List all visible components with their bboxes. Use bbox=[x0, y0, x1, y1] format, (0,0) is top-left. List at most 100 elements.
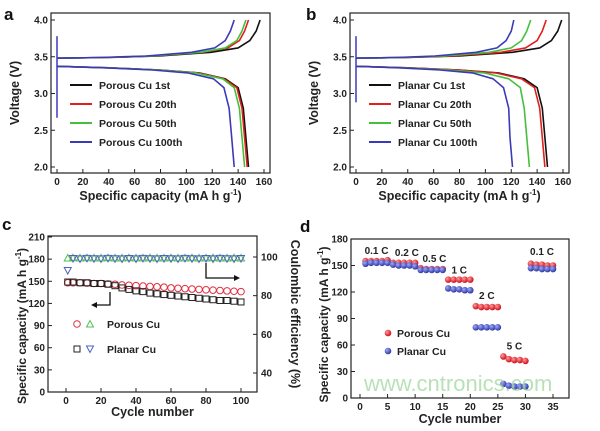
y-tick-label: 90 bbox=[34, 321, 46, 332]
data-point bbox=[533, 264, 540, 272]
triangle-down-marker bbox=[159, 255, 169, 264]
circle-marker bbox=[202, 285, 210, 294]
y-tick-label: 3.5 bbox=[34, 52, 48, 63]
square-marker bbox=[202, 295, 210, 303]
y2-axis-title: Coulombic efficiency (%) bbox=[288, 240, 302, 389]
legend-label: Porous Cu 100th bbox=[99, 137, 182, 149]
square-marker bbox=[125, 285, 133, 293]
x-tick-label: 160 bbox=[256, 177, 273, 188]
panel-b: 0 20 40 60 80 100 120 140 160 2.0 2.5 3.0 3.5 4.0 Spec… bbox=[307, 12, 572, 203]
circle-marker bbox=[160, 283, 168, 291]
data-point bbox=[417, 266, 424, 274]
square-marker bbox=[216, 296, 224, 304]
triangle-down-marker bbox=[222, 255, 232, 264]
data-point bbox=[522, 357, 529, 365]
y-tick-label: 150 bbox=[28, 277, 45, 288]
circle-marker bbox=[90, 279, 98, 288]
data-point bbox=[472, 324, 480, 331]
discharge-curve bbox=[355, 65, 514, 168]
data-point bbox=[367, 259, 375, 267]
x-tick-label: 100 bbox=[178, 177, 195, 188]
square-marker bbox=[181, 293, 189, 301]
data-point bbox=[522, 383, 529, 390]
triangle-up-marker bbox=[117, 253, 127, 262]
discharge-curve bbox=[56, 65, 235, 168]
legend-triangle-up-marker bbox=[85, 319, 95, 328]
x-axis-title-end: ) bbox=[536, 189, 540, 203]
panel-letter-d: d bbox=[300, 217, 310, 236]
circle-marker bbox=[111, 280, 119, 289]
data-point bbox=[478, 303, 485, 311]
x-tick-label: 160 bbox=[555, 177, 572, 188]
triangle-down-marker bbox=[131, 255, 141, 264]
panel-c: 0 20 40 60 80 100 0 30 60 90 120 150 180 210 40 60 80 100… bbox=[14, 233, 302, 420]
x-tick-label: 80 bbox=[155, 177, 167, 188]
legend-label: Planar Cu 50th bbox=[398, 118, 472, 130]
triangle-up-marker bbox=[63, 253, 73, 262]
rate-label: 1 C bbox=[451, 265, 467, 276]
x-axis-title-sup: -1 bbox=[529, 188, 537, 197]
x-axis-title: Cycle number bbox=[111, 405, 194, 419]
rate-label: 0.1 C bbox=[365, 246, 389, 257]
x-tick-label: 140 bbox=[230, 177, 247, 188]
triangle-up-marker bbox=[187, 253, 197, 262]
y-tick-label: 90 bbox=[337, 314, 349, 325]
x-tick-label: 60 bbox=[428, 177, 440, 188]
triangle-up-marker bbox=[194, 253, 204, 262]
triangle-down-marker bbox=[194, 255, 204, 264]
data-point bbox=[400, 262, 408, 269]
data-point bbox=[461, 276, 469, 283]
data-point bbox=[406, 262, 413, 269]
x-tick-label: 25 bbox=[492, 402, 504, 413]
charge-curve bbox=[56, 19, 235, 59]
triangle-down-marker bbox=[145, 255, 155, 264]
triangle-down-marker bbox=[229, 255, 239, 264]
data-point bbox=[428, 266, 435, 274]
rate-label: 0.5 C bbox=[422, 254, 446, 265]
x-tick-label: 0 bbox=[54, 177, 60, 188]
triangle-down-marker bbox=[117, 255, 127, 264]
legend-label: Porous Cu 50th bbox=[99, 118, 177, 130]
panel-letter-a: a bbox=[4, 5, 14, 24]
triangle-down-marker bbox=[236, 255, 246, 264]
arrow-to-left-axis bbox=[95, 292, 111, 306]
legend-label: Planar Cu bbox=[107, 344, 156, 356]
triangle-up-marker bbox=[145, 253, 155, 262]
triangle-down-marker bbox=[201, 255, 211, 264]
panel-letter-c: c bbox=[2, 215, 11, 234]
x-tick-label: 10 bbox=[410, 402, 422, 413]
data-point bbox=[373, 259, 380, 267]
data-point bbox=[511, 356, 518, 364]
legend-label: Porous Cu 20th bbox=[99, 99, 177, 111]
triangle-up-marker bbox=[236, 253, 246, 262]
y-tick-label: 30 bbox=[34, 365, 46, 376]
triangle-up-marker bbox=[124, 253, 134, 262]
data-point bbox=[516, 383, 524, 390]
legend-label: Planar Cu 20th bbox=[398, 99, 472, 111]
y-axis-title: Voltage (V) bbox=[8, 61, 22, 125]
data-point bbox=[461, 286, 469, 294]
circle-marker bbox=[76, 278, 84, 287]
circle-marker bbox=[237, 287, 245, 296]
data-point bbox=[455, 286, 463, 293]
y-tick-label: 210 bbox=[28, 233, 45, 244]
x-tick-label: 100 bbox=[233, 396, 250, 407]
square-marker bbox=[209, 296, 217, 304]
data-point bbox=[395, 262, 402, 269]
y-tick-label: 30 bbox=[337, 367, 349, 378]
legend-circle-marker bbox=[73, 320, 81, 328]
triangle-up-marker bbox=[89, 253, 99, 262]
y2-tick-label: 100 bbox=[261, 253, 278, 264]
rate-label: 0.1 C bbox=[530, 247, 554, 258]
charge-curve bbox=[355, 19, 515, 59]
square-marker bbox=[83, 279, 91, 287]
charge-curve bbox=[56, 19, 250, 59]
triangle-up-marker bbox=[159, 253, 169, 262]
circle-marker bbox=[181, 284, 189, 293]
y-tick-label: 4.0 bbox=[333, 16, 347, 27]
data-point bbox=[489, 303, 496, 311]
x-tick-label: 40 bbox=[103, 177, 115, 188]
triangle-up-marker bbox=[75, 253, 85, 262]
data-point bbox=[494, 324, 502, 331]
circle-marker bbox=[195, 285, 203, 294]
